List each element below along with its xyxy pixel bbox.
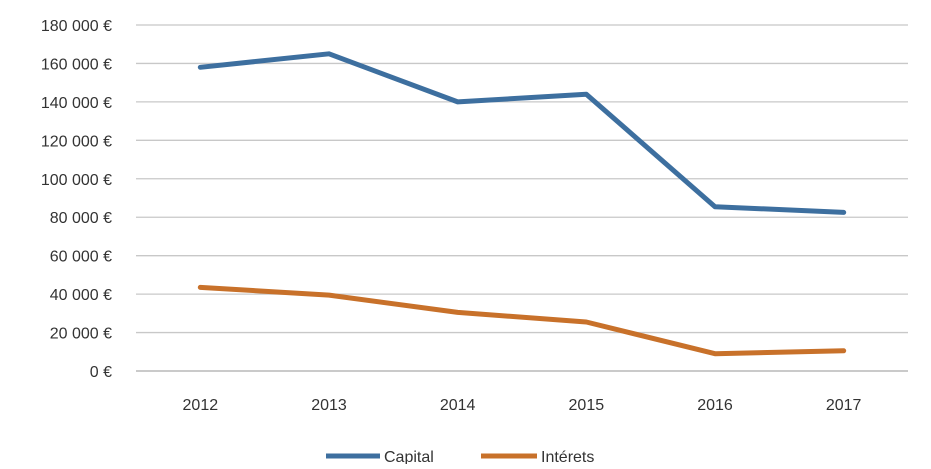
x-tick-label: 2012 [183,397,219,414]
series-lines [200,54,844,354]
gridlines [136,25,908,333]
legend: Capital Intérets [326,449,594,464]
y-tick-labels: 0 € 20 000 € 40 000 € 60 000 € 80 000 € 100 0… [41,18,112,381]
y-tick-label: 40 000 € [50,287,112,304]
legend-label: Capital [384,449,434,464]
legend-label: Intérets [541,449,594,464]
y-tick-label: 140 000 € [41,95,112,112]
x-tick-label: 2014 [440,397,476,414]
y-tick-label: 80 000 € [50,210,112,227]
y-tick-label: 0 € [90,364,112,381]
y-tick-label: 180 000 € [41,18,112,35]
x-tick-labels: 2012 2013 2014 2015 2016 2017 [183,397,862,414]
x-tick-label: 2015 [569,397,605,414]
y-tick-label: 160 000 € [41,56,112,73]
y-tick-label: 120 000 € [41,133,112,150]
y-tick-label: 60 000 € [50,249,112,266]
x-tick-label: 2017 [826,397,862,414]
y-tick-label: 100 000 € [41,172,112,189]
y-tick-label: 20 000 € [50,326,112,343]
series-line-capital [200,54,843,213]
x-tick-label: 2016 [697,397,733,414]
series-line-int-rets [200,287,843,353]
x-tick-label: 2013 [311,397,347,414]
